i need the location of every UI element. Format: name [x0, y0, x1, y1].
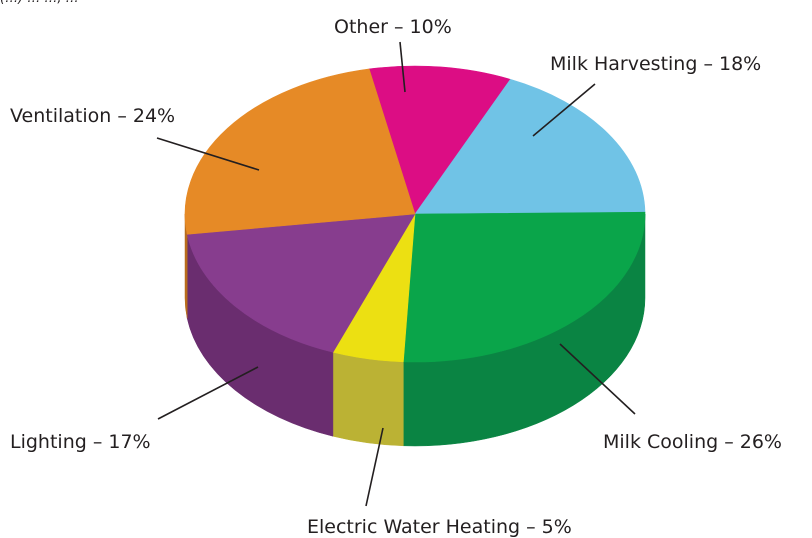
slice-label-electric-water-heating: Electric Water Heating – 5%: [307, 516, 572, 538]
slice-top-milk-cooling: [403, 211, 646, 363]
leader-line-lighting: [157, 366, 259, 420]
slice-label-ventilation: Ventilation – 24%: [10, 105, 175, 127]
slice-top-other: [368, 65, 511, 215]
label-leader-lines: [156, 41, 636, 507]
leader-line-electric-water-heating: [365, 427, 384, 507]
leader-line-milk-cooling: [559, 343, 636, 415]
top-text-fragment: (…) … …, …: [0, 0, 79, 6]
slice-label-milk-harvesting: Milk Harvesting – 18%: [550, 53, 761, 75]
leader-line-ventilation: [156, 137, 260, 171]
slice-label-other: Other – 10%: [334, 16, 452, 38]
slice-side-electric-water-heating: [332, 351, 404, 447]
slice-label-lighting: Lighting – 17%: [10, 431, 151, 453]
slice-top-milk-harvesting: [414, 78, 646, 215]
slice-label-milk-cooling: Milk Cooling – 26%: [603, 431, 782, 453]
slice-top-ventilation: [184, 68, 416, 235]
leader-line-milk-harvesting: [532, 83, 596, 137]
slice-top-lighting: [186, 213, 416, 353]
pie-top-faces: [184, 65, 646, 363]
leader-line-other: [399, 41, 406, 93]
